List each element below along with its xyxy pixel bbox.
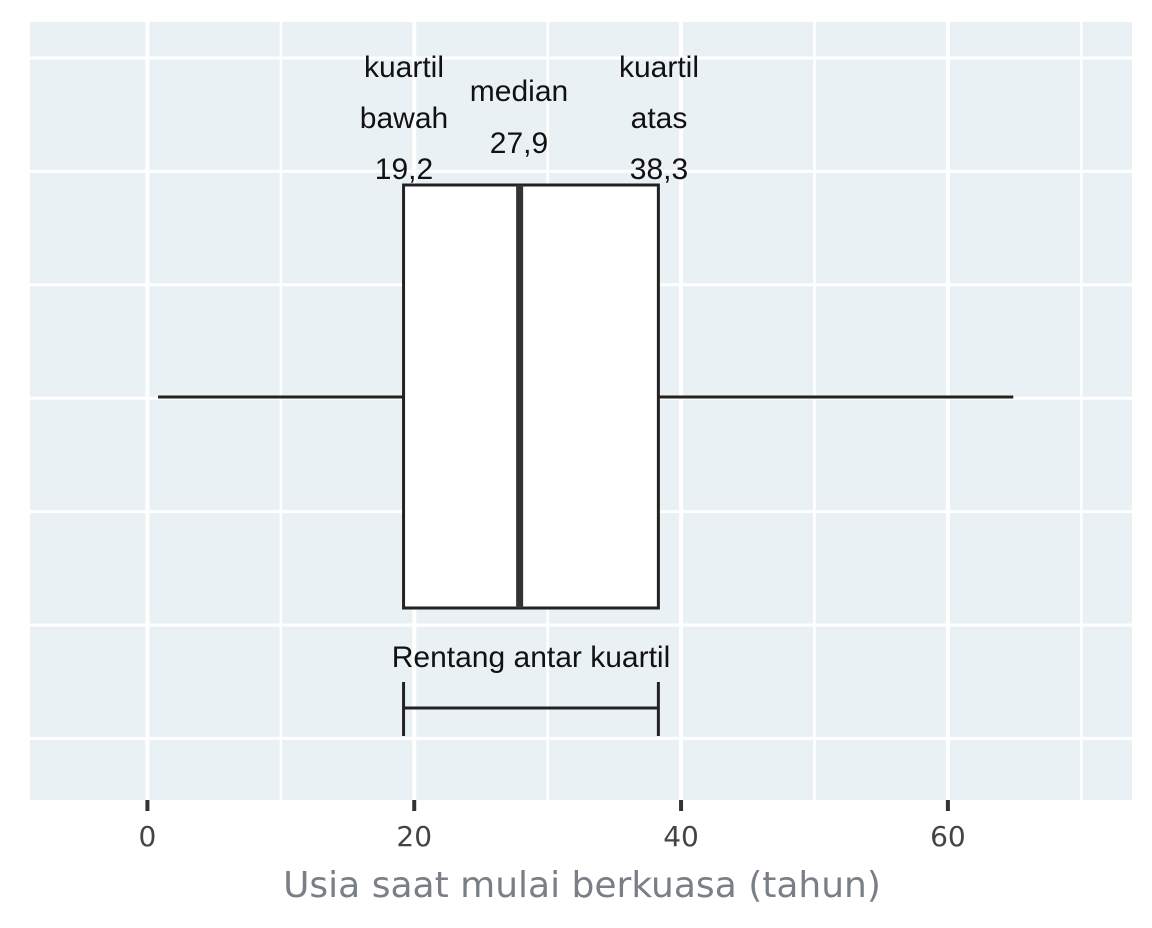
median-value: 27,9 bbox=[490, 127, 548, 160]
x-tick-label: 0 bbox=[138, 820, 156, 853]
x-axis-label: Usia saat mulai berkuasa (tahun) bbox=[283, 865, 881, 906]
iqr-label: Rentang antar kuartil bbox=[392, 641, 671, 674]
q1-value: 19,2 bbox=[375, 153, 433, 186]
q3-label-line1: kuartil bbox=[619, 51, 699, 84]
x-tick-label: 60 bbox=[930, 820, 966, 853]
box-marks bbox=[158, 183, 1014, 736]
x-tick-label: 20 bbox=[396, 820, 432, 853]
iqr-box bbox=[402, 183, 660, 610]
q1-label-line1: kuartil bbox=[364, 51, 444, 84]
q3-value: 38,3 bbox=[630, 153, 688, 186]
q1-label-line2: bawah bbox=[360, 102, 448, 135]
x-axis-ticks: 0 20 40 60 bbox=[138, 800, 966, 853]
median-label: median bbox=[470, 75, 568, 108]
q3-label-line2: atas bbox=[631, 102, 688, 135]
x-tick-label: 40 bbox=[663, 820, 699, 853]
